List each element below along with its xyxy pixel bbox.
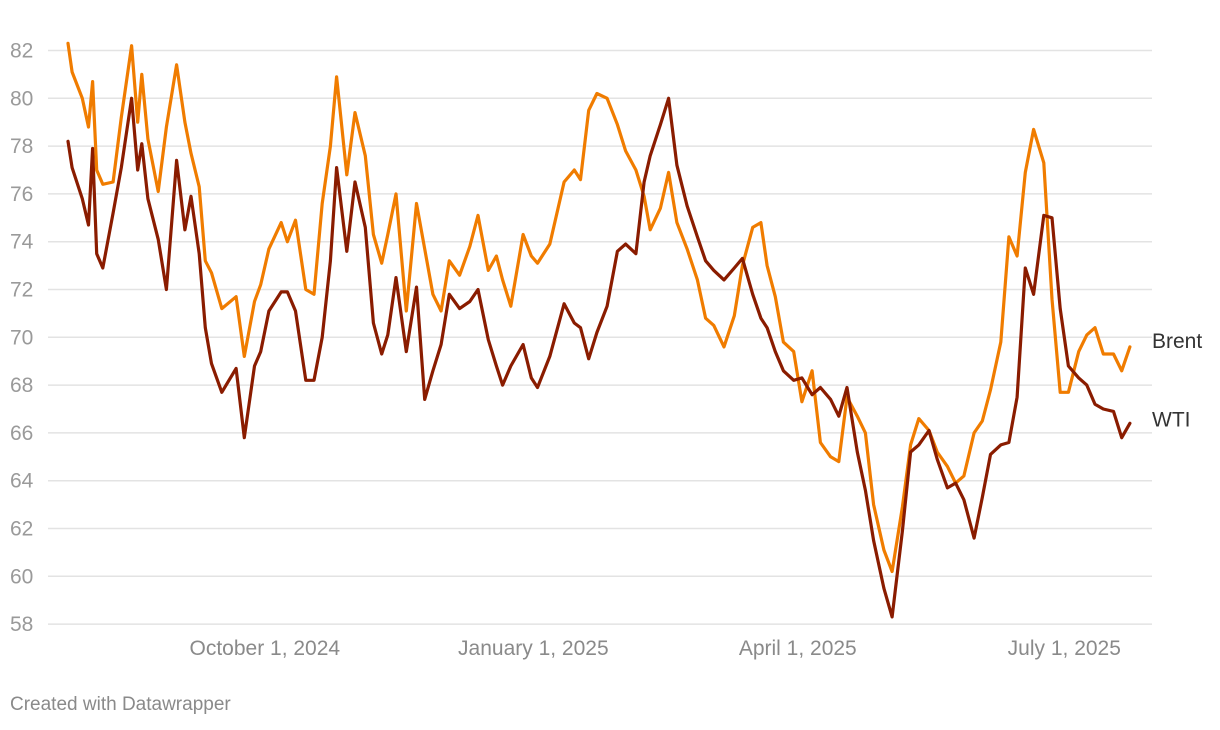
x-tick-label: April 1, 2025 bbox=[739, 637, 857, 660]
series-line-wti bbox=[66, 96, 1132, 619]
y-tick-label: 78 bbox=[10, 135, 33, 158]
y-tick-label: 72 bbox=[10, 279, 33, 302]
x-tick-label: January 1, 2025 bbox=[458, 637, 609, 660]
series-line-brent bbox=[66, 41, 1132, 574]
series-label-wti: WTI bbox=[1152, 408, 1190, 431]
y-tick-label: 82 bbox=[10, 40, 33, 63]
y-axis: 58 60 62 64 66 68 70 72 74 76 78 80 82 bbox=[10, 40, 34, 637]
y-tick-label: 60 bbox=[10, 565, 33, 588]
y-tick-label: 64 bbox=[10, 470, 34, 493]
series-label-brent: Brent bbox=[1152, 330, 1202, 353]
y-tick-label: 58 bbox=[10, 613, 33, 636]
y-tick-label: 74 bbox=[10, 231, 34, 254]
series-lines bbox=[66, 41, 1132, 619]
gridlines bbox=[48, 49, 1152, 625]
y-tick-label: 70 bbox=[10, 326, 33, 349]
line-chart: 58 60 62 64 66 68 70 72 74 76 78 80 82 October 1, 20… bbox=[10, 40, 1202, 661]
series-labels: Brent WTI bbox=[1152, 330, 1202, 431]
y-tick-label: 76 bbox=[10, 183, 33, 206]
x-axis: October 1, 2024 January 1, 2025 April 1, 2… bbox=[189, 637, 1120, 660]
y-tick-label: 68 bbox=[10, 374, 33, 397]
x-tick-label: July 1, 2025 bbox=[1008, 637, 1121, 660]
datawrapper-credit[interactable]: Created with Datawrapper bbox=[10, 694, 231, 715]
y-tick-label: 62 bbox=[10, 518, 33, 541]
x-tick-label: October 1, 2024 bbox=[189, 637, 340, 660]
y-tick-label: 80 bbox=[10, 87, 33, 110]
y-tick-label: 66 bbox=[10, 422, 33, 445]
